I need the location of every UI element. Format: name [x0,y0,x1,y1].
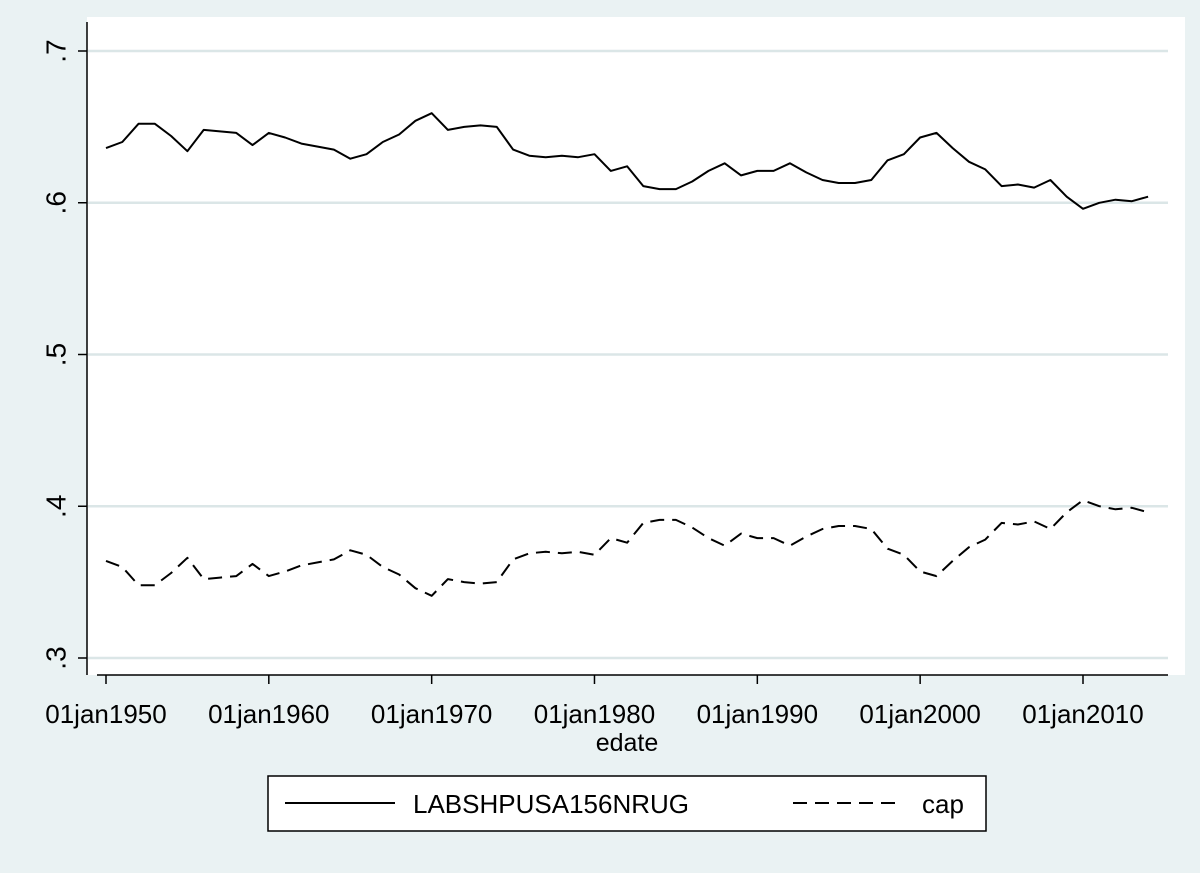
x-tick-label: 01jan1960 [208,699,329,729]
legend-label-labshpusa156nrug: LABSHPUSA156NRUG [413,789,689,819]
series-line-labshpusa156nrug [105,112,1149,210]
x-tick-label: 01jan2000 [859,699,980,729]
y-tick-label: .3 [41,646,72,669]
x-tick-label: 01jan1970 [371,699,492,729]
x-axis-ticks: 01jan1950 01jan1960 01jan1970 01jan1980 01ja… [45,675,1144,729]
y-axis-ticks: .3 .4 .5 .6 .7 [41,39,87,670]
y-tick-label: .4 [41,495,72,518]
legend-label-cap: cap [922,789,964,819]
legend: LABSHPUSA156NRUG cap [267,775,987,832]
x-tick-label: 01jan2010 [1022,699,1143,729]
x-tick-label: 01jan1990 [697,699,818,729]
x-axis-title: edate [596,729,659,757]
y-tick-label: .5 [41,343,72,366]
gridlines [88,49,1168,660]
plot-area [87,17,1185,675]
series-lines [105,112,1149,597]
x-tick-label: 01jan1950 [45,699,166,729]
x-tick-label: 01jan1980 [534,699,655,729]
y-tick-label: .7 [41,39,72,62]
axes [86,22,1168,676]
y-tick-label: .6 [41,191,72,214]
series-line-cap [105,499,1149,597]
